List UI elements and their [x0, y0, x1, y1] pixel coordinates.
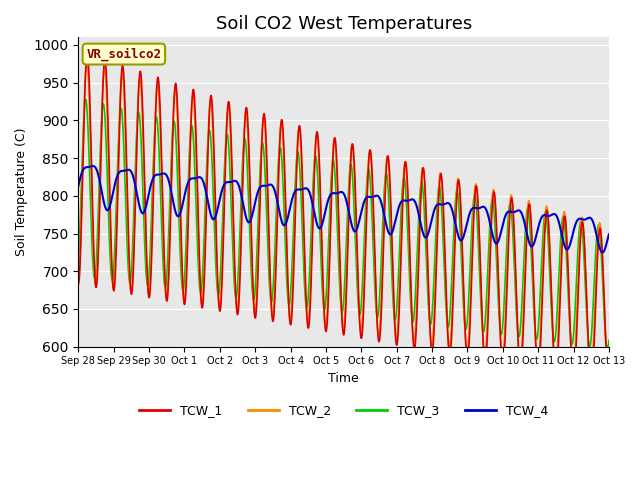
TCW_1	[180, 299, 188, 304]
TCW_4	[193, 175, 200, 181]
TCW_1	[426, 327, 434, 333]
TCW_2	[426, 329, 434, 335]
TCW_3	[542, 212, 550, 218]
Line: TCW_1: TCW_1	[79, 53, 609, 386]
TCW_4	[75, 183, 83, 189]
TCW_2	[542, 204, 550, 209]
TCW_3	[193, 222, 200, 228]
Line: TCW_3: TCW_3	[79, 99, 609, 349]
TCW_4	[599, 250, 607, 255]
TCW_4	[495, 235, 503, 241]
TCW_4	[180, 196, 188, 202]
TCW_4	[90, 163, 97, 169]
TCW_4	[252, 195, 260, 201]
TCW_3	[605, 337, 612, 343]
TCW_3	[495, 317, 503, 323]
TCW_2	[193, 175, 200, 181]
TCW_2	[83, 59, 91, 65]
TCW_3	[604, 346, 611, 352]
Line: TCW_4: TCW_4	[79, 166, 609, 252]
Line: TCW_2: TCW_2	[79, 62, 609, 376]
TCW_3	[180, 283, 188, 289]
TCW_1	[83, 50, 91, 56]
TCW_3	[426, 321, 434, 327]
TCW_1	[605, 383, 612, 389]
TCW_1	[252, 311, 260, 316]
TCW_3	[75, 260, 83, 265]
TCW_4	[605, 231, 612, 237]
X-axis label: Time: Time	[328, 372, 359, 385]
TCW_3	[252, 270, 260, 276]
TCW_2	[605, 373, 612, 379]
TCW_2	[605, 373, 612, 379]
TCW_1	[193, 157, 200, 163]
TCW_1	[542, 210, 550, 216]
TCW_1	[75, 281, 83, 287]
Title: Soil CO2 West Temperatures: Soil CO2 West Temperatures	[216, 15, 472, 33]
TCW_4	[542, 213, 550, 218]
TCW_4	[426, 224, 434, 229]
TCW_2	[252, 301, 260, 307]
TCW_3	[82, 96, 90, 102]
Y-axis label: Soil Temperature (C): Soil Temperature (C)	[15, 128, 28, 256]
TCW_1	[495, 307, 503, 313]
Text: VR_soilco2: VR_soilco2	[86, 48, 161, 61]
TCW_2	[75, 278, 83, 284]
Legend: TCW_1, TCW_2, TCW_3, TCW_4: TCW_1, TCW_2, TCW_3, TCW_4	[134, 399, 553, 422]
TCW_2	[180, 298, 188, 304]
TCW_2	[495, 312, 503, 318]
